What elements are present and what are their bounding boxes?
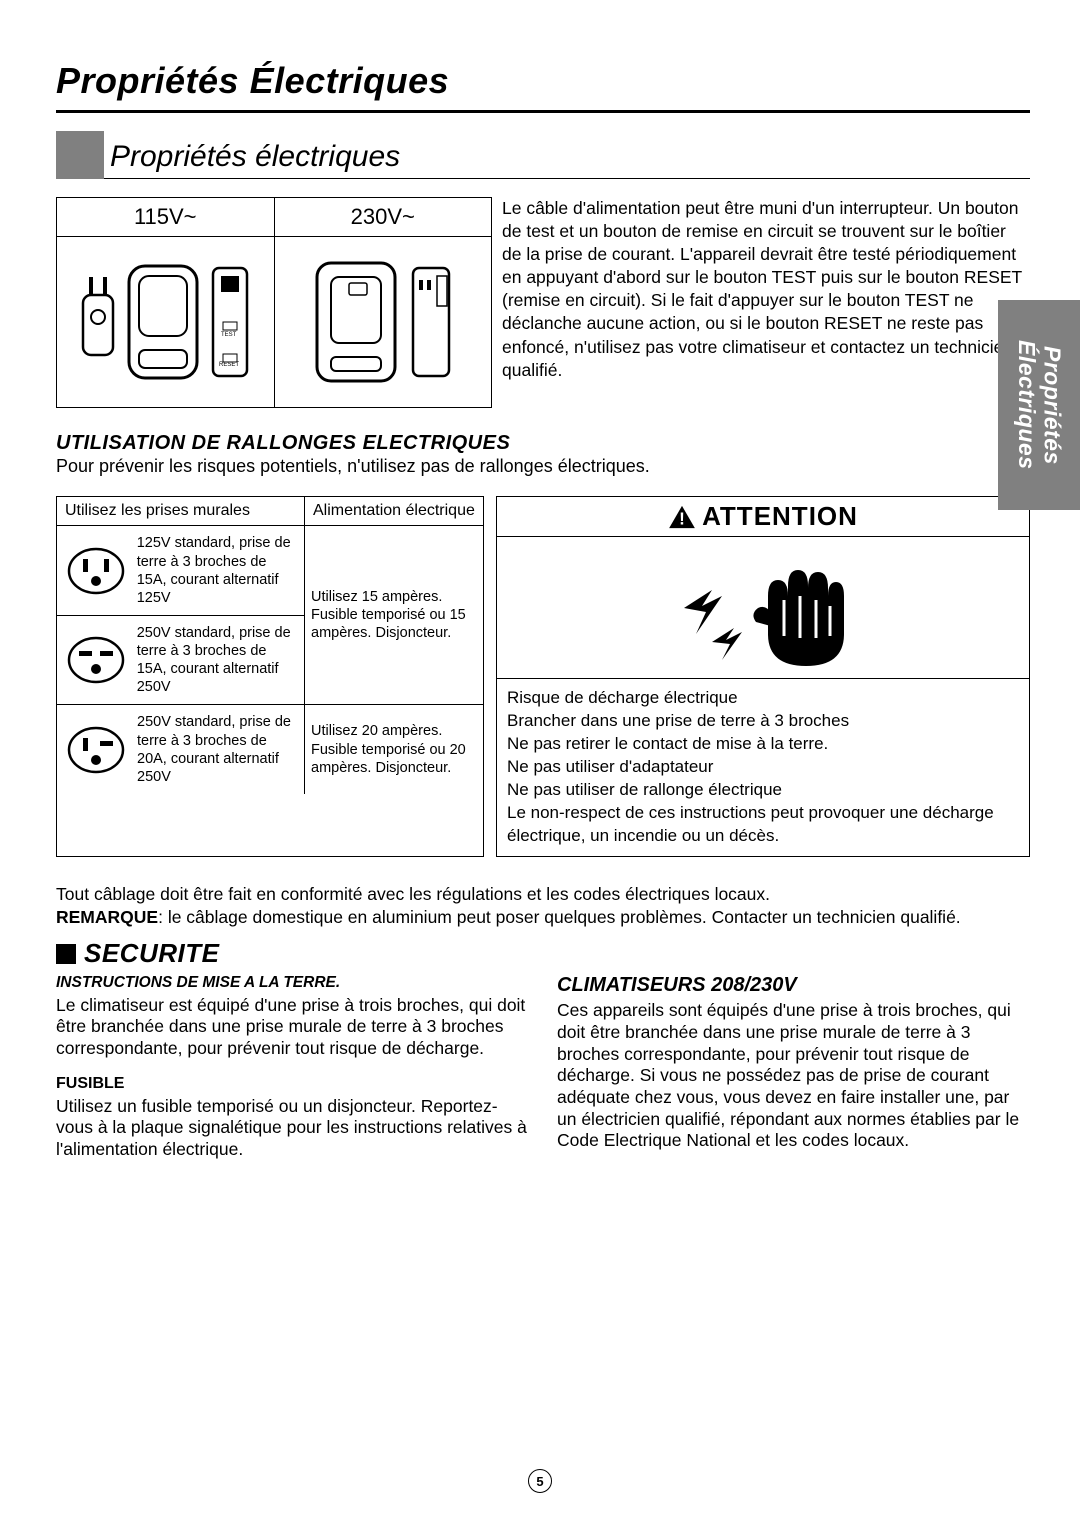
outlets-attention-row: Utilisez les prises murales Alimentation…: [56, 496, 1030, 857]
lcdi-115-icon: TEST RESET: [207, 262, 253, 382]
plug-115-icon: [77, 277, 119, 367]
svg-text:TEST: TEST: [221, 332, 237, 338]
outlet-table-head-1: Utilisez les prises murales: [57, 497, 305, 525]
rallonges-heading: UTILISATION DE RALLONGES ELECTRIQUES: [56, 432, 1030, 455]
side-tab-line1: Propriétés: [1039, 346, 1065, 465]
voltage-115-label: 115V~: [57, 198, 275, 236]
instructions-text: Le climatiseur est équipé d'une prise à …: [56, 995, 529, 1060]
voltage-table: 115V~ 230V~ TEST RESET: [56, 197, 492, 408]
attention-line-1: Brancher dans une prise de terre à 3 bro…: [507, 710, 1019, 733]
outlet-desc-0: 125V standard, prise de terre à 3 broche…: [135, 526, 304, 615]
attention-line-4: Ne pas utiliser de rallonge électrique: [507, 779, 1019, 802]
page-number: 5: [528, 1469, 552, 1493]
outlet-supply-0: Utilisez 15 ampères. Fusible temporisé o…: [305, 526, 483, 704]
fusible-heading: FUSIBLE: [56, 1074, 529, 1094]
warning-triangle-icon: !: [668, 505, 696, 529]
fusible-text: Utilisez un fusible temporisé ou un disj…: [56, 1096, 529, 1161]
right-column: CLIMATISEURS 208/230V Ces appareils sont…: [557, 973, 1030, 1160]
voltage-115-illustration: TEST RESET: [57, 237, 275, 407]
divider: [56, 110, 1030, 113]
ac-unit-115-icon: [125, 262, 201, 382]
outlet-plug-250v20a-icon: [57, 705, 135, 794]
voltage-230-illustration: [275, 237, 492, 407]
voltage-230-label: 230V~: [275, 198, 492, 236]
remark-label: REMARQUE: [56, 907, 158, 927]
attention-head: ! ATTENTION: [497, 497, 1029, 537]
outlet-table-head-2: Alimentation électrique: [305, 497, 483, 525]
instructions-heading: INSTRUCTIONS DE MISE A LA TERRE.: [56, 973, 529, 992]
black-square-icon: [56, 944, 76, 964]
outlet-supply-2: Utilisez 20 ampères. Fusible temporisé o…: [305, 705, 483, 794]
climatiseurs-heading: CLIMATISEURS 208/230V: [557, 973, 1030, 998]
outlet-plug-125v-icon: [57, 526, 135, 615]
svg-text:!: !: [679, 509, 685, 529]
bottom-columns: INSTRUCTIONS DE MISE A LA TERRE. Le clim…: [56, 973, 1030, 1160]
attention-box: ! ATTENTION: [496, 496, 1030, 857]
remark-text: : le câblage domestique en aluminium peu…: [158, 907, 961, 927]
grey-square-icon: [56, 131, 104, 179]
attention-line-2: Ne pas retirer le contact de mise à la t…: [507, 733, 1019, 756]
cable-paragraph: Le câble d'alimentation peut être muni d…: [502, 197, 1030, 408]
attention-body: Risque de décharge électrique Brancher d…: [497, 679, 1029, 856]
left-column: INSTRUCTIONS DE MISE A LA TERRE. Le clim…: [56, 973, 529, 1160]
side-tab-line2: Électriques: [1014, 340, 1040, 470]
attention-line-0: Risque de décharge électrique: [507, 687, 1019, 710]
attention-line-5: Le non-respect de ces instructions peut …: [507, 802, 1019, 848]
page-title: Propriétés Électriques: [56, 60, 1030, 102]
outlet-table: Utilisez les prises murales Alimentation…: [56, 496, 484, 857]
climatiseurs-text: Ces appareils sont équipés d'une prise à…: [557, 1000, 1030, 1152]
note-line-1: Tout câblage doit être fait en conformit…: [56, 883, 1030, 906]
note-block: Tout câblage doit être fait en conformit…: [56, 883, 1030, 929]
side-tab-text: Propriétés Électriques: [1014, 340, 1065, 470]
section-heading: Propriétés électriques: [104, 140, 1030, 179]
shock-hand-icon: [497, 537, 1029, 679]
ac-unit-230-icon: [311, 257, 401, 387]
securite-heading-wrap: SECURITE: [56, 938, 1030, 969]
securite-heading: SECURITE: [84, 938, 219, 969]
outlet-desc-1: 250V standard, prise de terre à 3 broche…: [135, 616, 304, 705]
attention-line-3: Ne pas utiliser d'adaptateur: [507, 756, 1019, 779]
attention-title: ATTENTION: [702, 501, 858, 532]
svg-text:RESET: RESET: [219, 362, 239, 368]
rallonges-text: Pour prévenir les risques potentiels, n'…: [56, 455, 1030, 478]
section-heading-wrap: Propriétés électriques: [56, 131, 1030, 179]
outlet-desc-2: 250V standard, prise de terre à 3 broche…: [135, 705, 305, 794]
lcdi-230-icon: [407, 262, 455, 382]
outlet-plug-250v15a-icon: [57, 616, 135, 705]
side-tab: Propriétés Électriques: [998, 300, 1080, 510]
voltage-row: 115V~ 230V~ TEST RESET Le câble d'aliment…: [56, 197, 1030, 408]
